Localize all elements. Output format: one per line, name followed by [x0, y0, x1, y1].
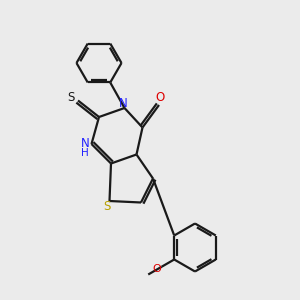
Text: N: N	[118, 97, 127, 110]
Text: S: S	[67, 91, 74, 104]
Text: N: N	[80, 136, 89, 150]
Text: O: O	[153, 264, 161, 274]
Text: H: H	[81, 148, 89, 158]
Text: O: O	[155, 91, 164, 104]
Text: S: S	[103, 200, 110, 214]
